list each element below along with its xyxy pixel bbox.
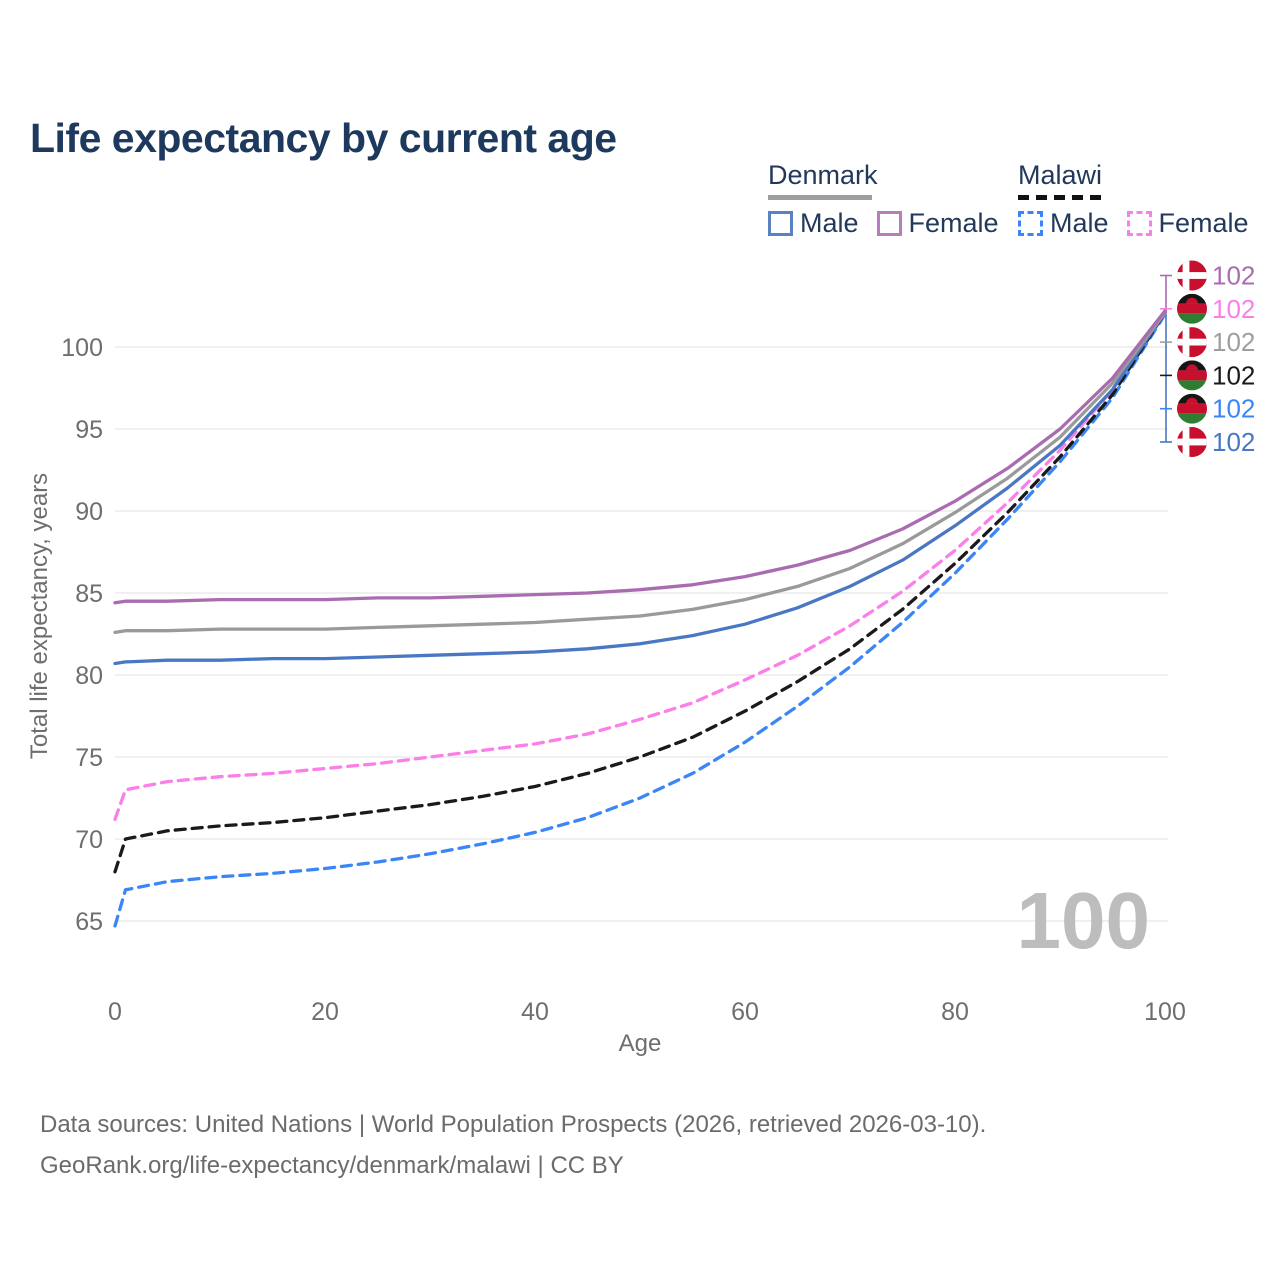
y-tick-label: 70	[75, 826, 103, 854]
series-line-malawi-both	[113, 310, 1167, 874]
footer-line2: GeoRank.org/life-expectancy/denmark/mala…	[40, 1152, 624, 1179]
age-watermark: 100	[1017, 876, 1150, 965]
legend-item-denmark-female[interactable]: Female	[876, 208, 999, 239]
end-label-value: 102	[1212, 394, 1255, 424]
legend-malawi-male-label: Male	[1050, 208, 1109, 238]
y-tick-label: 100	[61, 334, 103, 362]
legend-group-denmark: Denmark Male Female	[768, 160, 999, 239]
malawi-female-swatch-icon	[1126, 211, 1152, 236]
legend-malawi-name: Malawi	[1018, 160, 1103, 190]
series-line-malawi-male	[113, 312, 1167, 928]
series-line-malawi-female	[113, 309, 1167, 821]
legend-denmark-male-label: Male	[800, 208, 859, 238]
data-source-footer: Data sources: United Nations | World Pop…	[40, 1104, 986, 1186]
footer-line1: Data sources: United Nations | World Pop…	[40, 1111, 987, 1138]
x-tick-label: 80	[941, 998, 969, 1026]
end-label-value: 102	[1212, 327, 1255, 357]
y-tick-label: 80	[75, 662, 103, 690]
y-tick-label: 95	[75, 416, 103, 444]
end-label-value: 102	[1212, 294, 1255, 324]
x-tick-label: 20	[311, 998, 339, 1026]
y-tick-label: 75	[75, 744, 103, 772]
legend-item-malawi-female[interactable]: Female	[1126, 208, 1249, 239]
end-label-value: 102	[1212, 360, 1255, 390]
end-label-value: 102	[1212, 261, 1255, 291]
x-axis-title: Age	[619, 1030, 662, 1057]
legend-denmark-female-label: Female	[908, 208, 999, 238]
series-line-denmark-male	[113, 310, 1167, 666]
x-tick-label: 0	[108, 998, 122, 1026]
x-tick-label: 100	[1144, 998, 1186, 1026]
y-tick-label: 85	[75, 580, 103, 608]
page-title: Life expectancy by current age	[30, 115, 617, 162]
x-tick-label: 60	[731, 998, 759, 1026]
denmark-flag-icon	[1177, 327, 1207, 357]
series-line-denmark-both	[113, 310, 1167, 635]
legend-group-malawi: Malawi Male Female	[1018, 160, 1249, 239]
malawi-dashed-line-swatch	[1018, 195, 1106, 200]
denmark-female-swatch-icon	[876, 211, 902, 236]
y-axis-title: Total life expectancy, years	[26, 473, 53, 759]
series-line-denmark-female	[113, 309, 1167, 605]
legend-item-denmark-male[interactable]: Male	[768, 208, 859, 239]
legend-item-malawi-male[interactable]: Male	[1018, 208, 1109, 239]
malawi-flag-icon	[1177, 294, 1207, 324]
legend-denmark-name: Denmark	[768, 160, 878, 190]
malawi-flag-icon	[1177, 360, 1207, 390]
y-tick-label: 90	[75, 498, 103, 526]
denmark-flag-icon	[1177, 427, 1207, 457]
end-label-value: 102	[1212, 427, 1255, 457]
malawi-male-swatch-icon	[1018, 211, 1043, 236]
malawi-flag-icon	[1177, 394, 1207, 424]
denmark-solid-line-swatch	[768, 195, 872, 200]
x-tick-label: 40	[521, 998, 549, 1026]
legend-malawi-female-label: Female	[1158, 208, 1249, 238]
denmark-male-swatch-icon	[768, 211, 793, 236]
y-tick-label: 65	[75, 908, 103, 936]
denmark-flag-icon	[1177, 261, 1207, 291]
